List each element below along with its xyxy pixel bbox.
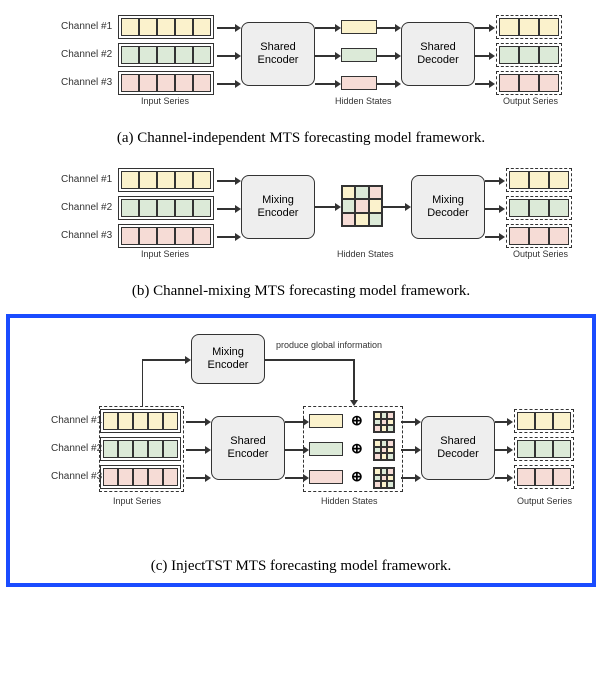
caption-b: (b) Channel-mixing MTS forecasting model… [6,283,596,300]
panel-a: Channel #1Channel #2Channel #3Shared Enc… [6,8,596,147]
diagram-a: Channel #1Channel #2Channel #3Shared Enc… [21,8,581,118]
panel-c: Mixing Encoderproduce global information… [6,314,596,587]
caption-a: (a) Channel-independent MTS forecasting … [6,130,596,147]
diagram-b: Channel #1Channel #2Channel #3Mixing Enc… [21,161,581,271]
panel-b: Channel #1Channel #2Channel #3Mixing Enc… [6,161,596,300]
caption-c: (c) InjectTST MTS forecasting model fram… [14,558,588,575]
diagram-c: Mixing Encoderproduce global information… [21,326,581,546]
